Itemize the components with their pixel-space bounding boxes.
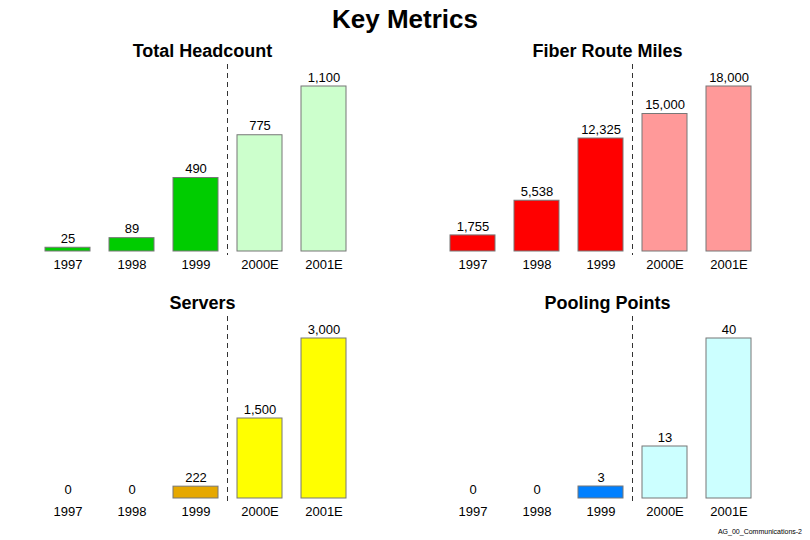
svg-text:1997: 1997 [54,257,83,272]
svg-text:1999: 1999 [182,504,211,519]
html-text:Servers: Servers [169,293,236,313]
svg-text:1998: 1998 [118,257,147,272]
svg-text:775: 775 [249,118,271,133]
svg-text:2000E: 2000E [241,504,279,519]
svg-text:3: 3 [597,470,604,485]
svg-text:1999: 1999 [182,257,211,272]
svg-text:1998: 1998 [118,504,147,519]
svg-text:25: 25 [61,231,75,246]
svg-text:2001E: 2001E [305,257,343,272]
svg-text:1999: 1999 [587,257,616,272]
svg-text:2000E: 2000E [646,257,684,272]
svg-text:2001E: 2001E [710,257,748,272]
svg-text:2001E: 2001E [305,504,343,519]
svg-text:1,100: 1,100 [308,70,341,85]
html-text:Key Metrics: Key Metrics [332,4,478,34]
svg-text:1997: 1997 [54,504,83,519]
svg-text:89: 89 [125,221,139,236]
svg-text:18,000: 18,000 [709,70,749,85]
svg-text:40: 40 [722,322,736,337]
svg-text:12,325: 12,325 [581,122,621,137]
svg-text:1,755: 1,755 [457,219,490,234]
svg-text:15,000: 15,000 [645,97,685,112]
svg-text:490: 490 [185,161,207,176]
svg-text:2001E: 2001E [710,504,748,519]
svg-text:1,500: 1,500 [244,402,277,417]
html-text:Total Headcount: Total Headcount [132,41,273,61]
svg-text:222: 222 [185,470,207,485]
svg-text:1998: 1998 [523,257,552,272]
svg-text:13: 13 [658,430,672,445]
svg-text:3,000: 3,000 [308,322,341,337]
svg-text:0: 0 [128,482,135,497]
svg-text:1997: 1997 [459,504,488,519]
svg-text:0: 0 [64,482,71,497]
html-text:AG_00_Communications-2: AG_00_Communications-2 [718,528,802,535]
svg-text:1998: 1998 [523,504,552,519]
svg-text:1997: 1997 [459,257,488,272]
svg-text:2000E: 2000E [646,504,684,519]
svg-text:0: 0 [533,482,540,497]
svg-text:0: 0 [469,482,476,497]
html-text:Pooling Points: Pooling Points [544,293,671,313]
svg-text:2000E: 2000E [241,257,279,272]
svg-text:1999: 1999 [587,504,616,519]
html-text:Fiber Route Miles: Fiber Route Miles [532,41,683,61]
svg-text:5,538: 5,538 [521,184,554,199]
